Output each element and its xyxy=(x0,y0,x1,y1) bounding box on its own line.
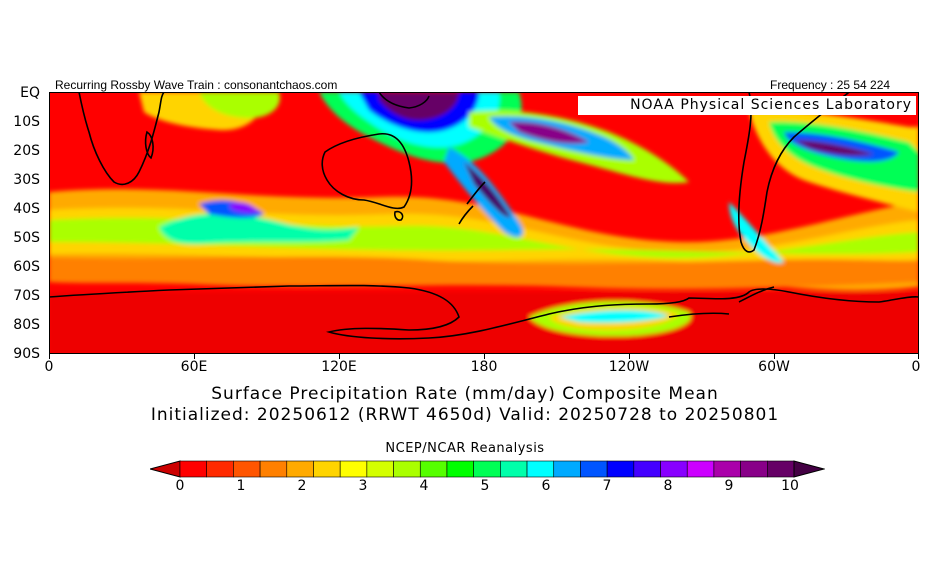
colorbar-label-6: 6 xyxy=(541,478,551,494)
colorbar-cell xyxy=(419,460,448,478)
ytick-20s: 20S xyxy=(13,143,40,159)
ytick-90s: 90S xyxy=(13,346,40,362)
xtick-0-end: 0 xyxy=(911,359,921,375)
colorbar-label-8: 8 xyxy=(663,478,673,494)
colorbar-cell xyxy=(179,460,208,478)
colorbar-cell xyxy=(580,460,608,478)
antarctica-coast xyxy=(49,284,919,340)
africa-coast xyxy=(78,92,165,186)
colorbar-label-3: 3 xyxy=(358,478,368,494)
header-left-text: Recurring Rossby Wave Train : consonantc… xyxy=(55,78,338,92)
ytick-30s: 30S xyxy=(13,172,40,188)
colorbar-cell xyxy=(393,460,421,478)
noaa-lab-label: NOAA Physical Sciences Laboratory xyxy=(578,96,916,115)
colorbar-cell xyxy=(446,460,474,478)
colorbar-cell xyxy=(526,460,555,478)
colorbar-label-0: 0 xyxy=(175,478,185,494)
xtick-0: 0 xyxy=(44,359,54,375)
colorbar-cell xyxy=(686,460,715,478)
new-zealand-coast xyxy=(458,181,486,225)
colorbar-label-10: 10 xyxy=(781,478,799,494)
colorbar-cell xyxy=(553,460,581,478)
ytick-80s: 80S xyxy=(13,317,40,333)
tasmania-coast xyxy=(394,210,404,221)
xtick-120e: 120E xyxy=(321,359,357,375)
new-guinea-coast xyxy=(378,92,430,109)
data-source-label: NCEP/NCAR Reanalysis xyxy=(385,441,545,456)
colorbar-cell xyxy=(606,460,635,478)
chart-title-line2: Initialized: 20250612 (RRWT 4650d) Valid… xyxy=(150,405,780,425)
ytick-70s: 70S xyxy=(13,288,40,304)
colorbar-cell xyxy=(713,460,741,478)
colorbar-label-7: 7 xyxy=(602,478,612,494)
colorbar-label-2: 2 xyxy=(297,478,307,494)
colorbar-over-arrow xyxy=(793,460,825,478)
xtick-60w: 60W xyxy=(758,359,790,375)
colorbar-cell xyxy=(339,460,368,478)
colorbar-cell xyxy=(633,460,661,478)
colorbar-cell xyxy=(206,460,234,478)
colorbar-label-4: 4 xyxy=(419,478,429,494)
antarctic-peninsula-coast xyxy=(668,286,775,318)
colorbar-cell xyxy=(740,460,768,478)
chart-title-line1: Surface Precipitation Rate (mm/day) Comp… xyxy=(211,384,719,404)
colorbar-cell xyxy=(286,460,314,478)
colorbar-under-arrow xyxy=(150,460,181,478)
colorbar-cell xyxy=(473,460,501,478)
madagascar-coast xyxy=(144,130,154,160)
colorbar-cell xyxy=(500,460,528,478)
colorbar-cell xyxy=(660,460,688,478)
colorbar-cell xyxy=(259,460,288,478)
colorbar-cell xyxy=(233,460,261,478)
xtick-120w: 120W xyxy=(608,359,650,375)
colorbar-cell xyxy=(366,460,394,478)
colorbar-cells xyxy=(179,460,795,478)
ytick-10s: 10S xyxy=(13,114,40,130)
header-frequency-text: Frequency : 25 54 224 xyxy=(770,78,891,92)
precipitation-map xyxy=(49,92,919,354)
ytick-eq: EQ xyxy=(20,85,40,101)
colorbar-cell xyxy=(313,460,341,478)
ytick-50s: 50S xyxy=(13,230,40,246)
color-scale-bar xyxy=(150,460,825,478)
colorbar-label-1: 1 xyxy=(236,478,246,494)
xtick-180: 180 xyxy=(470,359,498,375)
ytick-60s: 60S xyxy=(13,259,40,275)
colorbar-cell xyxy=(766,460,795,478)
australia-coast xyxy=(321,133,413,210)
colorbar-label-5: 5 xyxy=(480,478,490,494)
xtick-60e: 60E xyxy=(180,359,208,375)
colorbar-label-9: 9 xyxy=(724,478,734,494)
ytick-40s: 40S xyxy=(13,201,40,217)
